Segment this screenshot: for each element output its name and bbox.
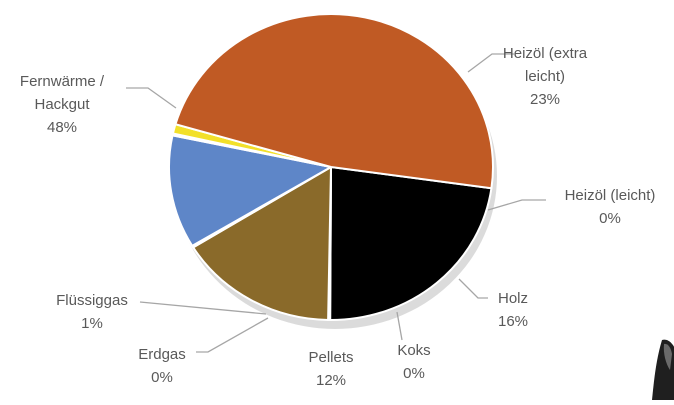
data-label-percent: 1% (81, 315, 103, 332)
data-label-percent: 0% (151, 369, 173, 386)
leader-lines (126, 53, 546, 353)
leader-line (126, 87, 177, 109)
data-label-name: Fernwärme / (20, 73, 105, 90)
pie-slice (168, 134, 334, 248)
data-label-percent: 0% (403, 365, 425, 382)
data-label-name: Erdgas (138, 346, 186, 363)
data-label-percent: 48% (47, 119, 77, 136)
leader-line (139, 301, 267, 315)
pie-slices (168, 13, 494, 322)
leader-line (458, 278, 488, 299)
data-label-name: leicht) (525, 68, 565, 85)
data-label-name: Pellets (308, 349, 353, 366)
leader-line (487, 199, 546, 211)
data-label-percent: 12% (316, 372, 346, 387)
data-label-name: Heizöl (extra (503, 45, 588, 62)
data-label-name: Koks (397, 342, 430, 359)
leader-line (196, 317, 269, 353)
data-label-name: Hackgut (34, 96, 90, 113)
pie-slice (174, 13, 494, 190)
pie-chart: Heizöl (extra leicht) 23% Heizöl (leicht) 0%… (20, 13, 656, 387)
data-label-percent: 23% (530, 91, 560, 108)
leader-line (467, 53, 514, 73)
data-label-percent: 0% (599, 210, 621, 227)
pie-slice (329, 165, 493, 321)
data-label-percent: 16% (498, 313, 528, 330)
data-label-name: Holz (498, 290, 528, 307)
data-labels: Heizöl (extra leicht) 23% Heizöl (leicht) 0%… (20, 45, 656, 387)
data-label-name: Heizöl (leicht) (565, 187, 656, 204)
leader-line (396, 311, 403, 341)
pie-slice (191, 165, 333, 321)
corner-dark-shape (648, 330, 674, 400)
data-label-name: Flüssiggas (56, 292, 128, 309)
